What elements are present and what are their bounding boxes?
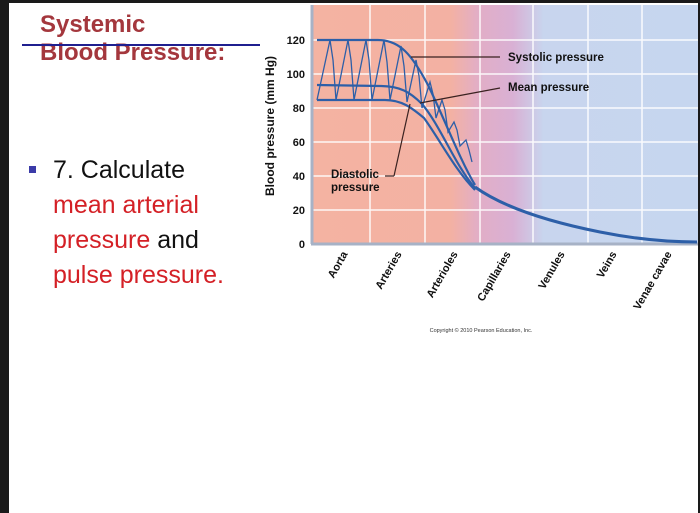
category-venae-cavae: Venae cavae (631, 250, 674, 313)
title-underline (22, 44, 260, 46)
svg-text:40: 40 (293, 171, 305, 183)
category-veins: Veins (595, 250, 620, 281)
svg-text:0: 0 (299, 239, 305, 251)
x-tick-labels: Aorta Arteries Arterioles Capillaries Ve… (326, 249, 675, 312)
y-tick-labels: 120 100 80 60 40 20 0 (287, 35, 305, 251)
svg-text:20: 20 (293, 205, 305, 217)
svg-text:80: 80 (293, 103, 305, 115)
mean-label: Mean pressure (508, 82, 589, 94)
pulse-waveforms (316, 39, 473, 163)
leader-lines (385, 56, 501, 177)
bullet-square-icon (29, 166, 36, 173)
title-line-1: Systemic (40, 11, 146, 38)
bullet-highlight-1: mean arterial (53, 191, 199, 219)
category-aorta: Aorta (326, 249, 351, 281)
title-line-2: Blood Pressure: (40, 39, 226, 66)
category-venules: Venules (536, 250, 567, 292)
category-capillaries: Capillaries (475, 250, 513, 304)
annotations: Systolic pressure Mean pressure Diastoli… (331, 52, 604, 194)
bullet-number: 7. Calculate (53, 156, 186, 184)
category-arterioles: Arterioles (425, 250, 461, 300)
svg-text:120: 120 (287, 35, 305, 47)
copyright: Copyright © 2010 Pearson Education, Inc. (430, 327, 533, 334)
diastolic-label-line2: pressure (331, 182, 380, 194)
svg-text:60: 60 (293, 137, 305, 149)
gridlines (312, 5, 698, 243)
bullet-highlight-3: pulse pressure. (53, 261, 224, 289)
category-arteries: Arteries (373, 250, 404, 292)
y-axis-label: Blood pressure (mm Hg) (263, 56, 277, 196)
systolic-curve (317, 38, 476, 186)
diastolic-label-line1: Diastolic (331, 169, 380, 181)
venous-curve (474, 185, 698, 244)
bullet-text: 7. Calculate mean arterial pressure and … (53, 153, 293, 293)
slide-title: Systemic Blood Pressure: (40, 11, 225, 67)
bullet-highlight-2: pressure (53, 226, 151, 254)
systolic-label: Systolic pressure (508, 52, 604, 64)
svg-text:100: 100 (287, 69, 305, 81)
bullet-connector: and (150, 226, 199, 254)
diastolic-curve (317, 98, 476, 191)
